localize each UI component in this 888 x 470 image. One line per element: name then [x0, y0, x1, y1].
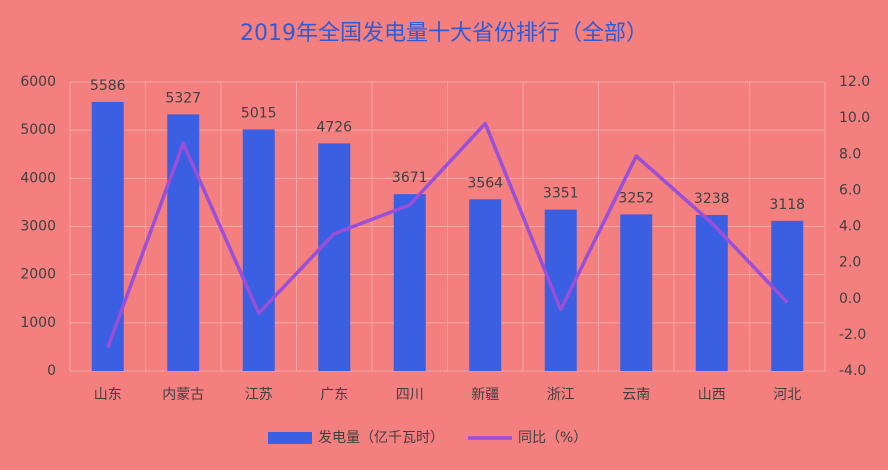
x-tick-label: 江苏 — [245, 387, 273, 403]
data-label: 3118 — [769, 197, 805, 213]
legend-label: 同比（%） — [518, 430, 587, 446]
y2-tick-label: 0.0 — [839, 291, 861, 307]
bar — [771, 220, 804, 371]
x-tick-label: 山东 — [94, 387, 122, 403]
data-label: 3564 — [467, 175, 503, 191]
y-tick-label: 5000 — [20, 122, 56, 138]
data-label: 3351 — [543, 186, 579, 202]
data-label: 5015 — [241, 105, 277, 121]
x-tick-label: 新疆 — [471, 387, 499, 403]
bar — [167, 114, 200, 371]
y2-tick-label: 8.0 — [839, 146, 861, 162]
x-tick-label: 河北 — [773, 387, 801, 403]
y-tick-label: 2000 — [20, 267, 56, 283]
y-tick-label: 4000 — [20, 170, 56, 186]
x-tick-label: 内蒙古 — [162, 387, 204, 403]
y-tick-label: 6000 — [20, 74, 56, 90]
data-label: 3238 — [694, 191, 730, 207]
x-tick-label: 浙江 — [547, 387, 575, 403]
data-label: 3671 — [392, 170, 428, 186]
y2-tick-label: 10.0 — [839, 110, 870, 126]
x-tick-label: 山西 — [698, 387, 726, 403]
data-label: 3252 — [618, 190, 654, 206]
data-label: 5327 — [165, 90, 201, 106]
data-label: 5586 — [90, 78, 126, 94]
y2-tick-label: 2.0 — [839, 255, 861, 271]
chart-title: 2019年全国发电量十大省份排行（全部） — [240, 21, 648, 46]
bar — [91, 101, 124, 371]
y2-tick-label: 6.0 — [839, 182, 861, 198]
data-label: 4726 — [316, 119, 352, 135]
x-tick-label: 云南 — [622, 387, 650, 403]
bar — [695, 215, 728, 371]
y-tick-label: 0 — [47, 363, 56, 379]
bar — [318, 143, 351, 371]
y2-tick-label: -2.0 — [839, 327, 866, 343]
line — [106, 121, 789, 349]
bar — [469, 199, 502, 371]
bar — [393, 194, 426, 371]
bar — [620, 214, 653, 371]
legend-label: 发电量（亿千瓦时） — [318, 430, 444, 446]
y2-tick-label: 12.0 — [839, 74, 870, 90]
y2-tick-label: -4.0 — [839, 363, 866, 379]
y2-tick-label: 4.0 — [839, 219, 861, 235]
y-tick-label: 1000 — [20, 315, 56, 331]
y-tick-label: 3000 — [20, 219, 56, 235]
x-tick-label: 四川 — [396, 387, 424, 403]
legend-swatch — [268, 432, 312, 444]
x-tick-label: 广东 — [320, 387, 348, 403]
bar — [242, 129, 275, 371]
